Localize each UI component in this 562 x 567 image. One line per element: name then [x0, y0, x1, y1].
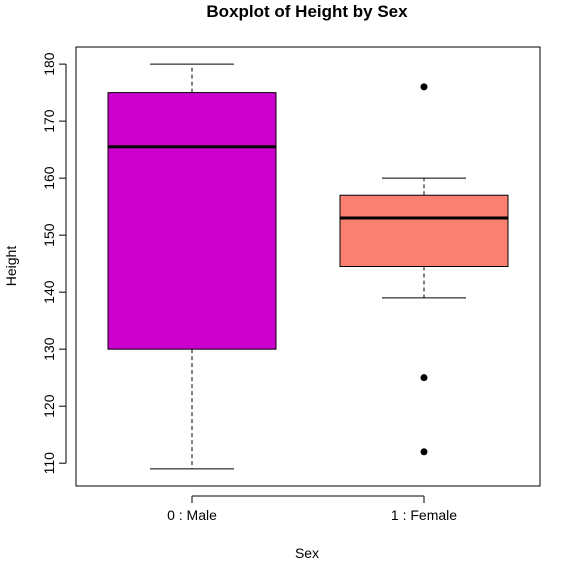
- y-tick-label: 180: [41, 52, 57, 76]
- box-iqr: [107, 92, 277, 350]
- x-axis: 0 : Male 1 : Female: [167, 495, 457, 523]
- y-tick-label: 120: [41, 394, 57, 418]
- y-tick-label: 160: [41, 166, 57, 190]
- y-tick-label: 110: [41, 452, 57, 475]
- y-tick-label: 170: [41, 109, 57, 133]
- outlier-point: [420, 374, 428, 382]
- y-tick-label: 140: [41, 280, 57, 304]
- outlier-point: [420, 448, 428, 456]
- y-axis: 110 120 130 140 150 160 170 180: [41, 52, 67, 475]
- x-tick-label: 1 : Female: [391, 507, 457, 523]
- chart-title: Boxplot of Height by Sex: [206, 2, 408, 21]
- y-axis-label: Height: [3, 246, 19, 287]
- box-iqr: [339, 194, 509, 267]
- x-axis-label: Sex: [295, 545, 319, 561]
- boxes-group: [107, 63, 509, 470]
- plot-frame: [75, 46, 541, 487]
- outlier-point: [420, 83, 428, 91]
- y-tick-label: 150: [41, 223, 57, 247]
- x-tick-label: 0 : Male: [167, 507, 217, 523]
- y-tick-label: 130: [41, 337, 57, 361]
